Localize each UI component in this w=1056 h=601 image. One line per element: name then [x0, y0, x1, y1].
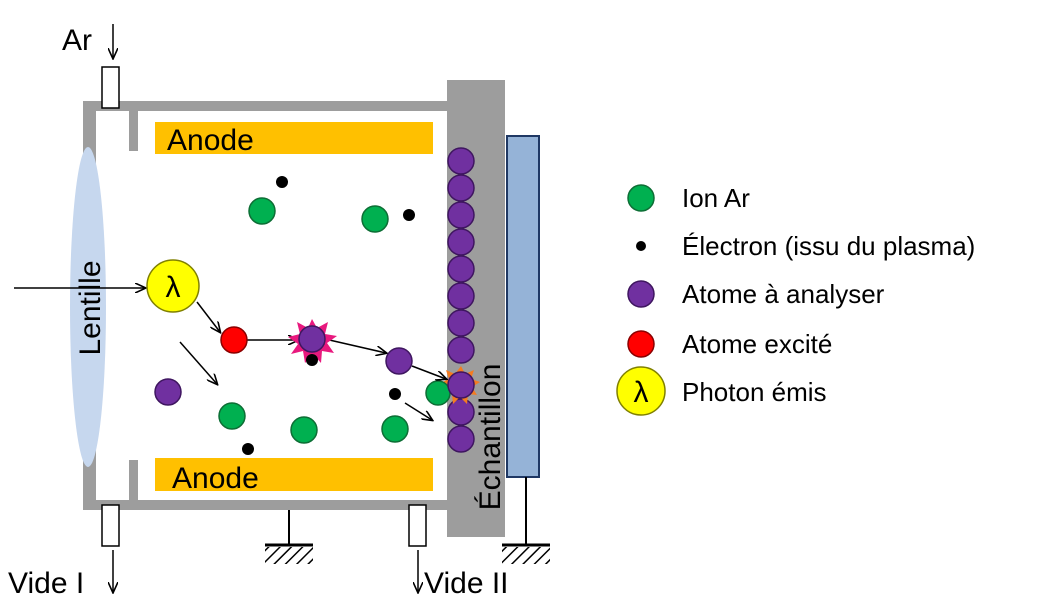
chamber-wall-bottom [83, 500, 450, 510]
collision-to-atom-arrow [324, 338, 386, 353]
legend-label-ion-ar: Ion Ar [682, 183, 750, 213]
impacting-ion-ar [425, 380, 451, 406]
sample-backing [506, 135, 540, 478]
legend-marker-atom [627, 280, 655, 308]
photon-lambda-symbol: λ [166, 271, 181, 304]
anode-bottom [155, 458, 433, 491]
lens-label: Lentille [74, 260, 107, 355]
atom-to-sample-arrow [411, 365, 446, 379]
photon-emitted [146, 259, 200, 313]
legend-item-electron: Électron (issu du plasma) [636, 231, 975, 261]
sample-atom [447, 147, 475, 175]
colliding-electron [306, 354, 318, 366]
ion-ar [381, 415, 409, 443]
vacuum-2-label: Vide II [424, 567, 509, 600]
legend-item-ion-ar: Ion Ar [627, 183, 750, 213]
legend-label-electron: Électron (issu du plasma) [682, 231, 975, 261]
sample-atom [447, 425, 475, 453]
sample-atom [447, 174, 475, 202]
legend-item-atom: Atome à analyser [627, 279, 885, 309]
electrons [242, 176, 415, 455]
gas-inlet-label: Ar [62, 24, 92, 57]
legend-photon-lambda-symbol: λ [634, 376, 649, 409]
ion-ar [290, 416, 318, 444]
chamber-wall-top [83, 101, 450, 111]
legend-marker-excited-atom [627, 330, 655, 358]
sample-atom [447, 309, 475, 337]
ion-ar [218, 402, 246, 430]
ion-ar [361, 205, 389, 233]
atom-to-analyze [154, 378, 182, 406]
legend-label-atom: Atome à analyser [682, 279, 885, 309]
sample-atom [447, 282, 475, 310]
sample-atom [447, 255, 475, 283]
gas-inlet-port [101, 66, 120, 109]
sample-label: Échantillon [474, 364, 507, 511]
ground-symbol-sample [502, 477, 550, 564]
chamber-inner-wall-bottom [129, 460, 138, 500]
electron [389, 388, 401, 400]
legend-label-photon: Photon émis [682, 377, 827, 407]
lens [70, 147, 106, 467]
atom-after-collision [385, 347, 413, 375]
anode-top-label: Anode [167, 124, 254, 157]
legend: Ion Ar Électron (issu du plasma) Atome à… [616, 183, 975, 416]
legend-label-excited-atom: Atome excité [682, 329, 832, 359]
sample-atom [447, 336, 475, 364]
colliding-atom [298, 325, 326, 353]
chamber-walls [83, 101, 450, 510]
sample-atom [447, 201, 475, 229]
sputtered-atom [447, 371, 475, 399]
argon-ions [218, 197, 409, 444]
electron [242, 443, 254, 455]
electron [276, 176, 288, 188]
electron-motion-arrow [404, 402, 432, 420]
vacuum-port-1 [101, 504, 120, 547]
sample-atom [447, 228, 475, 256]
legend-marker-photon [616, 366, 666, 416]
plasma-motion-arrow [179, 341, 217, 384]
ground-symbol-chamber [265, 510, 313, 564]
electron [403, 209, 415, 221]
photon-to-atom-arrow [196, 301, 220, 332]
anode-bottom-label: Anode [172, 462, 259, 495]
anode-top [155, 122, 433, 154]
legend-marker-electron [636, 241, 646, 251]
legend-item-excited-atom: Atome excité [627, 329, 832, 359]
ion-ar [248, 197, 276, 225]
legend-marker-ion-ar [627, 184, 655, 212]
sample-atom [447, 398, 475, 426]
sample-atom-column [447, 147, 475, 453]
legend-item-photon: λ Photon émis [616, 366, 827, 416]
chamber-inner-wall-top [129, 111, 138, 151]
vacuum-1-label: Vide I [8, 567, 84, 600]
excited-atom [220, 326, 248, 354]
vacuum-port-2 [408, 504, 427, 547]
trajectory-arrows [14, 288, 446, 420]
